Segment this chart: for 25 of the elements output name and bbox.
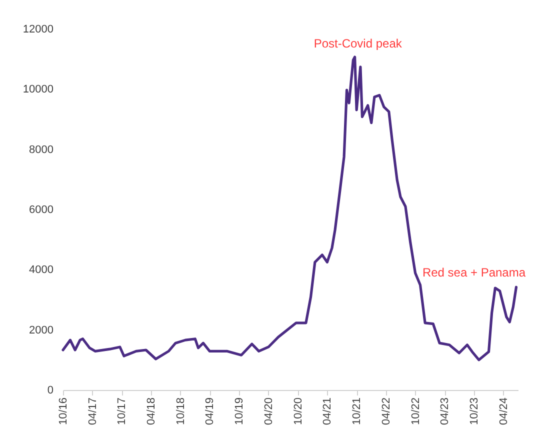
y-tick-label: 6000	[29, 204, 54, 216]
x-tick-label: 10/18	[174, 398, 187, 426]
annotation: Red sea + Panama	[422, 266, 526, 280]
x-tick-label: 04/22	[380, 398, 392, 426]
y-tick-label: 2000	[29, 324, 54, 336]
y-tick-label: 0	[47, 384, 54, 396]
y-tick-label: 10000	[22, 84, 54, 96]
x-tick-label: 04/17	[86, 398, 99, 426]
y-tick-label: 8000	[29, 144, 54, 156]
x-tick-label: 10/17	[116, 398, 128, 426]
x-tick-label: 10/23	[468, 398, 480, 426]
x-tick-label: 10/19	[234, 398, 246, 426]
x-tick-label: 10/20	[292, 398, 304, 426]
y-tick-label: 4000	[29, 264, 54, 276]
annotation: Post-Covid peak	[314, 36, 403, 50]
x-tick-label: 04/21	[322, 398, 334, 426]
x-tick-label: 10/21	[351, 398, 364, 426]
x-tick-label: 10/22	[410, 398, 422, 426]
x-tick-label: 04/18	[145, 398, 158, 426]
x-tick-label: 04/23	[439, 398, 452, 426]
x-tick-label: 04/19	[204, 398, 216, 426]
y-tick-label: 12000	[22, 24, 54, 36]
x-tick-label: 04/20	[262, 398, 275, 426]
x-tick-label: 10/16	[58, 398, 70, 426]
x-tick-label: 04/24	[498, 398, 510, 426]
